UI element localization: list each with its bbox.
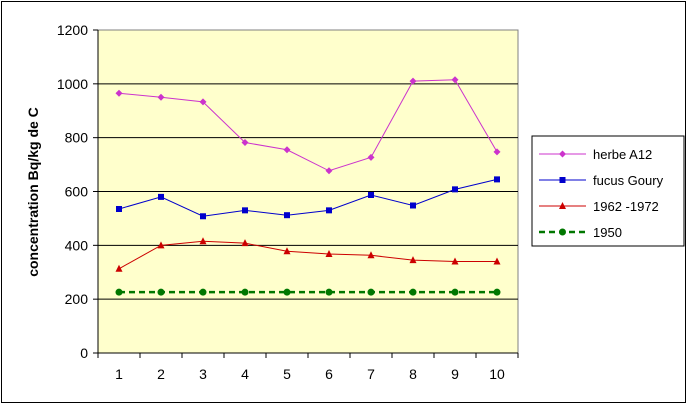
data-point (115, 288, 123, 296)
series-line (118, 240, 497, 270)
legend-label: fucus Goury (593, 173, 664, 188)
legend-item: fucus Goury (539, 173, 664, 188)
data-point (493, 148, 501, 156)
y-tick-label: 1200 (57, 22, 88, 38)
data-point (199, 237, 207, 245)
data-point (199, 98, 207, 106)
axes: 0 200 400 600 800 1000 1200 1 2 3 4 5 6 7 8 9 10 (57, 22, 519, 382)
y-axis-title: concentration Bq/kg de C (25, 107, 41, 277)
legend-swatch-marker (559, 202, 566, 209)
legend-item: herbe A12 (539, 147, 652, 162)
legend-label: 1962 -1972 (593, 199, 659, 214)
data-point (451, 288, 459, 296)
y-tick-label: 1000 (57, 76, 88, 92)
data-point (241, 288, 249, 296)
data-point (367, 153, 375, 161)
data-point (368, 191, 374, 198)
legend-label: 1950 (593, 225, 622, 240)
data-point (157, 241, 165, 249)
data-point (494, 176, 500, 183)
data-point (325, 288, 333, 296)
legend-swatch-marker (559, 177, 566, 183)
data-point (409, 288, 417, 296)
legend-item: 1950 (539, 225, 622, 240)
data-point (200, 213, 206, 220)
data-point (284, 212, 290, 219)
legend-item: 1962 -1972 (539, 199, 659, 214)
data-point (325, 249, 333, 257)
data-point (157, 93, 165, 101)
data-point (241, 239, 249, 247)
data-point (115, 264, 123, 272)
data-point (283, 146, 291, 154)
x-tick-label: 6 (325, 366, 333, 382)
y-tick-label: 0 (80, 345, 88, 361)
x-tick-label: 9 (451, 366, 459, 382)
data-point (409, 256, 417, 264)
legend: herbe A12 fucus Goury 1962 -1972 1950 (531, 135, 685, 247)
y-tick-label: 200 (65, 291, 89, 307)
data-point (241, 139, 249, 147)
data-point (451, 257, 459, 265)
legend-items: herbe A12 fucus Goury 1962 -1972 1950 (539, 147, 664, 240)
legend-swatch-marker (559, 150, 566, 158)
data-point (199, 288, 207, 296)
x-tick-label: 7 (367, 366, 375, 382)
y-tick-label: 600 (65, 184, 89, 200)
data-point (157, 288, 165, 296)
x-tick-label: 10 (489, 366, 505, 382)
y-tick-label: 400 (65, 237, 89, 253)
data-point (158, 193, 164, 200)
x-tick-label: 8 (409, 366, 417, 382)
data-point (283, 247, 291, 255)
legend-label: herbe A12 (593, 147, 652, 162)
series-4 (115, 288, 501, 296)
data-point (242, 207, 248, 214)
gridlines (98, 83, 518, 300)
data-point (451, 76, 459, 84)
series-line (118, 79, 498, 172)
data-point (493, 288, 501, 296)
x-tick-label: 3 (199, 366, 207, 382)
x-tick-label: 5 (283, 366, 291, 382)
x-tick-label: 1 (115, 366, 123, 382)
data-point (325, 167, 333, 175)
y-tick-label: 800 (65, 130, 89, 146)
data-point (493, 257, 501, 265)
x-tick-label: 2 (157, 366, 165, 382)
data-point (452, 186, 458, 193)
series-1 (115, 76, 501, 175)
data-point (410, 202, 416, 209)
series-layer (115, 76, 501, 296)
data-point (116, 205, 122, 212)
data-point (367, 288, 375, 296)
legend-swatch-marker (559, 228, 566, 236)
series-line (118, 178, 498, 217)
data-point (283, 288, 291, 296)
x-tick-label: 4 (241, 366, 249, 382)
series-3 (115, 237, 501, 272)
data-point (367, 251, 375, 259)
data-point (115, 89, 123, 97)
data-point (409, 77, 417, 85)
data-point (326, 207, 332, 214)
series-2 (116, 176, 500, 220)
